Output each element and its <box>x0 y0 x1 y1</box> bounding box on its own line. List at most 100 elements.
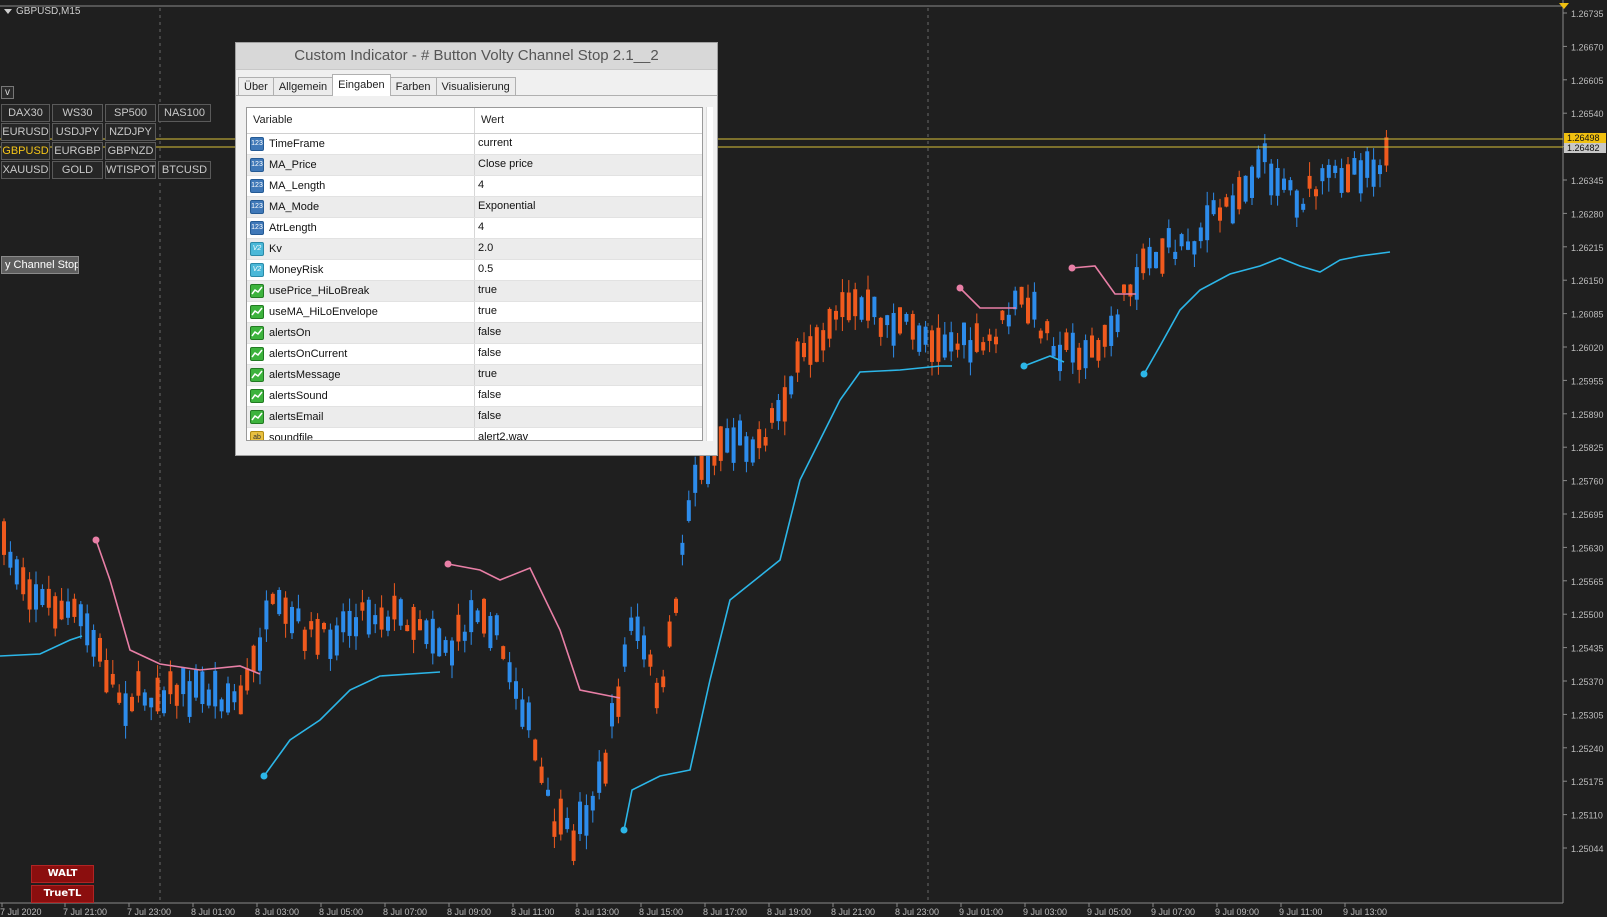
param-row[interactable]: 123 MA_Price Close price <box>247 155 702 176</box>
param-name: AtrLength <box>269 222 317 234</box>
param-name-cell[interactable]: ab soundfile <box>247 428 475 440</box>
channel-start-dot <box>1140 370 1148 378</box>
param-value-cell[interactable]: true <box>478 284 497 296</box>
candle-body <box>309 621 314 630</box>
param-name-cell[interactable]: useMA_HiLoEnvelope <box>247 302 475 322</box>
tab-eingaben[interactable]: Eingaben <box>332 74 391 96</box>
ask-price-label: 1.26482 <box>1567 143 1600 153</box>
symbol-panel-toggle-button[interactable]: v <box>1 86 14 99</box>
candle-body <box>258 637 262 671</box>
param-name-cell[interactable]: 123 MA_Length <box>247 176 475 196</box>
param-name-cell[interactable]: alertsMessage <box>247 365 475 385</box>
param-name-cell[interactable]: alertsSound <box>247 386 475 406</box>
param-row[interactable]: useMA_HiLoEnvelope true <box>247 302 702 323</box>
symbol-button-dax30[interactable]: DAX30 <box>1 104 50 122</box>
param-value-cell[interactable]: 4 <box>478 179 485 191</box>
candle-body <box>328 629 333 659</box>
candle-body <box>661 676 666 688</box>
param-row[interactable]: 123 AtrLength 4 <box>247 218 702 239</box>
candle-body <box>424 620 429 645</box>
candle-body <box>674 598 678 613</box>
param-value-cell[interactable]: false <box>478 326 502 338</box>
candle-body <box>142 692 147 706</box>
param-name-cell[interactable]: 123 MA_Price <box>247 155 475 175</box>
candle-body <box>578 801 582 835</box>
param-name: alertsEmail <box>269 411 324 423</box>
candle-body <box>334 625 339 656</box>
candle-body <box>232 691 237 703</box>
column-header-value[interactable]: Wert <box>481 114 505 126</box>
grid-scrollbar[interactable] <box>706 107 713 441</box>
param-value-cell[interactable]: 0.5 <box>478 263 494 275</box>
param-value-cell[interactable]: 2.0 <box>478 242 494 254</box>
tab-allgemein[interactable]: Allgemein <box>272 77 334 95</box>
param-row[interactable]: V2 Kv 2.0 <box>247 239 702 260</box>
param-name-cell[interactable]: 123 TimeFrame <box>247 134 475 154</box>
time-tick-label: 8 Jul 07:00 <box>383 907 427 917</box>
tab-farben[interactable]: Farben <box>389 77 437 95</box>
symbol-button-nzdjpy[interactable]: NZDJPY <box>105 123 156 141</box>
param-row[interactable]: 123 MA_Mode Exponential <box>247 197 702 218</box>
param-row[interactable]: 123 TimeFrame current <box>247 134 702 155</box>
param-name-cell[interactable]: alertsOnCurrent <box>247 344 475 364</box>
param-row[interactable]: V2 MoneyRisk 0.5 <box>247 260 702 281</box>
param-value-cell[interactable]: false <box>478 389 502 401</box>
param-name-cell[interactable]: usePrice_HiLoBreak <box>247 281 475 301</box>
truetl-button[interactable]: TrueTL <box>31 885 94 903</box>
param-row[interactable]: alertsEmail false <box>247 407 702 428</box>
symbol-button-panel: DAX30 WS30 SP500 NAS100 EURUSD USDJPY NZDJPY GB… <box>1 104 211 179</box>
symbol-button-xauusd[interactable]: XAUUSD <box>1 161 50 179</box>
candle-body <box>923 326 928 345</box>
candle-body <box>123 693 128 726</box>
param-row[interactable]: alertsOn false <box>247 323 702 344</box>
param-value-cell[interactable]: current <box>478 137 513 149</box>
symbol-button-sp500[interactable]: SP500 <box>105 104 156 122</box>
one-click-trade-marker-icon[interactable] <box>1559 3 1569 9</box>
price-tick-label: 1.25175 <box>1571 777 1604 787</box>
candle-body <box>46 588 51 608</box>
tab-visualisierung[interactable]: Visualisierung <box>435 77 516 95</box>
param-value-cell[interactable]: Close price <box>478 158 534 170</box>
candle-body <box>213 670 218 707</box>
param-name-cell[interactable]: V2 Kv <box>247 239 475 259</box>
candle-body <box>898 307 902 334</box>
symbol-button-gold[interactable]: GOLD <box>52 161 103 179</box>
symbol-button-wtispot[interactable]: WTISPOT <box>105 161 156 179</box>
symbol-button-gbpusd[interactable]: GBPUSD <box>1 142 50 160</box>
param-row[interactable]: alertsOnCurrent false <box>247 344 702 365</box>
channel-stop-button[interactable]: y Channel Stop <box>1 256 79 274</box>
candle-body <box>104 660 109 693</box>
param-row[interactable]: 123 MA_Length 4 <box>247 176 702 197</box>
walt-button[interactable]: WALT <box>31 865 94 883</box>
param-name-cell[interactable]: 123 AtrLength <box>247 218 475 238</box>
param-value-cell[interactable]: false <box>478 347 502 359</box>
time-tick-label: 9 Jul 03:00 <box>1023 907 1067 917</box>
param-name-cell[interactable]: alertsOn <box>247 323 475 343</box>
param-row[interactable]: usePrice_HiLoBreak true <box>247 281 702 302</box>
param-value-cell[interactable]: true <box>478 368 497 380</box>
param-row[interactable]: ab soundfile alert2.wav <box>247 428 702 441</box>
symbol-button-eurgbp[interactable]: EURGBP <box>52 142 103 160</box>
candle-body <box>437 628 442 657</box>
candle-body <box>21 567 26 595</box>
symbol-button-btcusd[interactable]: BTCUSD <box>158 161 211 179</box>
param-value-cell[interactable]: Exponential <box>478 200 536 212</box>
symbol-button-gbpnzd[interactable]: GBPNZD <box>105 142 156 160</box>
param-value-cell[interactable]: false <box>478 410 502 422</box>
symbol-button-ws30[interactable]: WS30 <box>52 104 103 122</box>
param-name-cell[interactable]: V2 MoneyRisk <box>247 260 475 280</box>
dialog-title[interactable]: Custom Indicator - # Button Volty Channe… <box>236 43 717 70</box>
column-header-variable[interactable]: Variable <box>247 108 475 133</box>
symbol-button-eurusd[interactable]: EURUSD <box>1 123 50 141</box>
tab--ber[interactable]: Über <box>238 77 274 95</box>
param-name-cell[interactable]: alertsEmail <box>247 407 475 427</box>
symbol-button-usdjpy[interactable]: USDJPY <box>52 123 103 141</box>
param-row[interactable]: alertsMessage true <box>247 365 702 386</box>
param-value-cell[interactable]: alert2.wav <box>478 431 529 441</box>
param-value-cell[interactable]: 4 <box>478 221 485 233</box>
symbol-button-nas100[interactable]: NAS100 <box>158 104 211 122</box>
param-value-cell[interactable]: true <box>478 305 497 317</box>
param-row[interactable]: alertsSound false <box>247 386 702 407</box>
param-name-cell[interactable]: 123 MA_Mode <box>247 197 475 217</box>
